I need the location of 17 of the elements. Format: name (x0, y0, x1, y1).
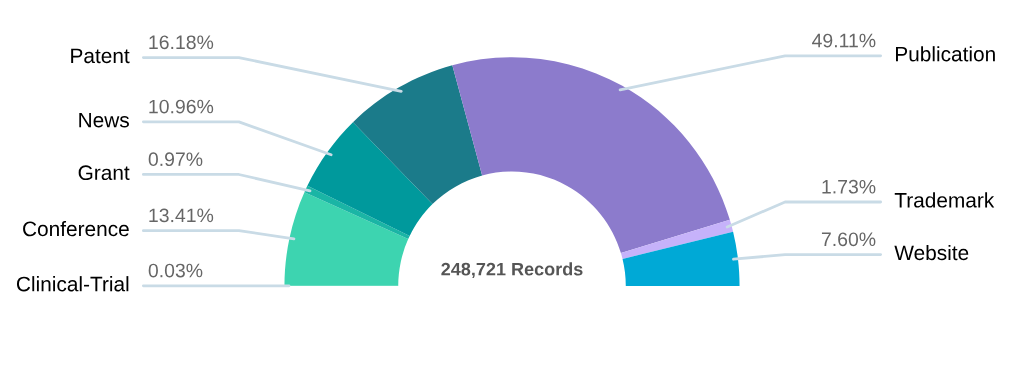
slice-label: Conference (23, 221, 129, 237)
data-label: 1.73% (822, 179, 876, 194)
data-label: 0.97% (148, 152, 203, 167)
slice-label: Clinical-Trial (16, 276, 129, 292)
text: 248,721 Records (441, 262, 583, 279)
data-label: 0.03% (148, 263, 203, 278)
data-label: 7.60% (821, 232, 876, 247)
slice-label: Trademark (894, 192, 995, 208)
data-label: 16.18% (149, 35, 214, 50)
data-label: 49.11% (812, 33, 876, 48)
slice-label: Publication (896, 46, 995, 62)
slice-label: News (79, 112, 129, 128)
data-label: 10.96% (149, 99, 214, 114)
slice-label: Patent (71, 48, 130, 64)
data-label: 13.41% (149, 208, 214, 223)
slice-label: Grant (78, 165, 130, 181)
slice-label: Website (894, 244, 969, 261)
